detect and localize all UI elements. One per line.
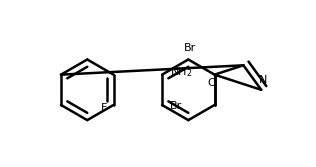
Text: Br: Br xyxy=(170,101,182,111)
Text: Br: Br xyxy=(184,43,196,53)
Text: F: F xyxy=(101,103,107,113)
Text: NH$_2$: NH$_2$ xyxy=(170,65,192,79)
Text: O: O xyxy=(208,78,216,89)
Text: N: N xyxy=(259,75,267,85)
